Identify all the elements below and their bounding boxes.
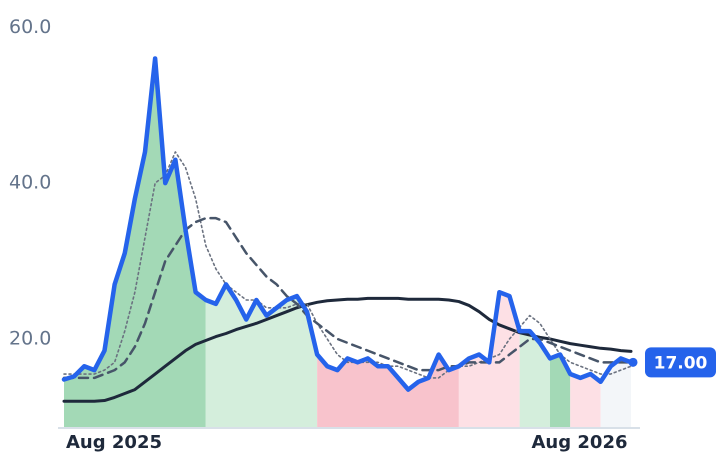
series-line: [61, 56, 634, 392]
value-badge: [645, 347, 716, 378]
y-tick-label: 60.0: [9, 16, 51, 38]
area-fill: [519, 331, 550, 427]
last-point: [628, 357, 638, 367]
series-line: [63, 151, 632, 379]
y-tick-label: 20.0: [9, 327, 51, 349]
area-fill: [550, 354, 571, 427]
y-tick-label: 40.0: [9, 172, 51, 194]
value-label: 17.00: [654, 353, 708, 373]
area-fill: [205, 284, 318, 427]
area-fill: [317, 354, 459, 427]
area-fill: [64, 58, 206, 427]
x-tick-label: Aug 2026: [532, 432, 628, 453]
area-fill: [600, 358, 631, 427]
x-tick-label: Aug 2025: [66, 432, 162, 453]
area-fill: [570, 374, 601, 427]
